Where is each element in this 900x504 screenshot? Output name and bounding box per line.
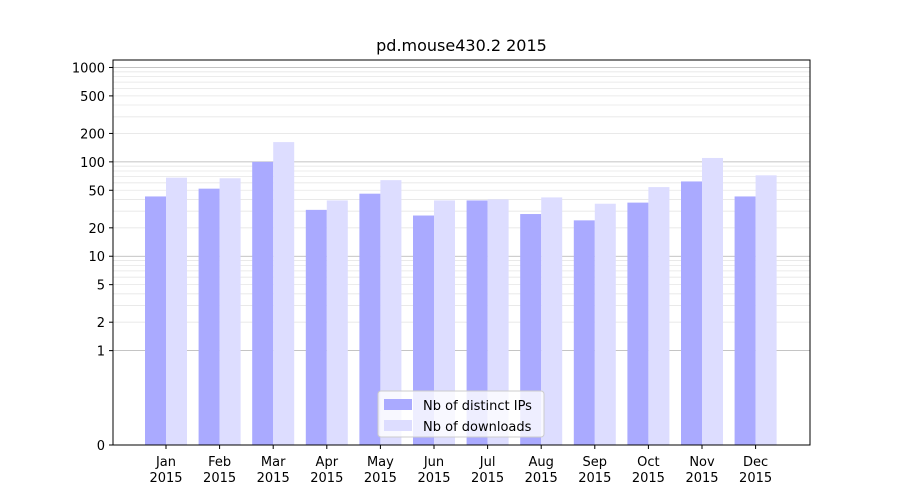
x-tick-label: Aug 2015 — [525, 455, 558, 486]
legend-swatch — [384, 399, 412, 410]
bar-distinct-ips — [681, 181, 702, 445]
bar-distinct-ips — [305, 209, 327, 445]
bar-downloads — [273, 142, 295, 445]
bar-distinct-ips — [198, 188, 220, 445]
y-tick-label: 5 — [97, 279, 105, 294]
bar-distinct-ips — [145, 196, 166, 445]
legend-label: Nb of distinct IPs — [423, 399, 532, 414]
bar-downloads — [648, 187, 670, 446]
bar-distinct-ips — [252, 161, 274, 445]
y-tick-label: 2 — [97, 316, 105, 331]
y-tick-label: 0 — [97, 439, 105, 454]
bar-downloads — [219, 178, 241, 445]
y-tick-label: 1000 — [72, 61, 105, 76]
bar-distinct-ips — [573, 220, 595, 445]
x-tick-label: Mar 2015 — [257, 455, 290, 486]
bar-downloads — [380, 180, 402, 445]
x-tick-label: Jan 2015 — [149, 455, 182, 486]
legend-label: Nb of downloads — [423, 420, 532, 435]
x-tick-label: Apr 2015 — [310, 455, 343, 486]
bar-distinct-ips — [627, 202, 649, 445]
y-tick-label: 500 — [80, 90, 105, 105]
x-tick-label: Sep 2015 — [578, 455, 611, 486]
bar-downloads — [166, 177, 187, 446]
bar-distinct-ips — [520, 214, 542, 445]
y-tick-label: 1 — [97, 345, 105, 360]
bar-distinct-ips — [359, 193, 381, 445]
bar-downloads — [487, 199, 509, 445]
bar-downloads — [702, 157, 723, 445]
plot-frame — [112, 59, 811, 446]
x-tick-label: Nov 2015 — [685, 455, 718, 486]
y-tick-label: 10 — [88, 250, 105, 265]
bar-distinct-ips — [466, 200, 488, 445]
bar-downloads — [594, 203, 616, 445]
x-tick-label: Jul 2015 — [471, 455, 504, 486]
x-tick-label: May 2015 — [364, 455, 397, 486]
x-tick-label: Feb 2015 — [203, 455, 236, 486]
bar-distinct-ips — [413, 215, 434, 445]
y-tick-label: 100 — [80, 156, 105, 171]
bar-downloads — [755, 175, 777, 446]
y-tick-label: 20 — [88, 222, 105, 237]
bar-distinct-ips — [734, 196, 756, 445]
y-tick-label: 200 — [80, 127, 105, 142]
bar-downloads — [434, 200, 455, 445]
legend — [377, 390, 545, 438]
bar-downloads — [541, 197, 563, 445]
x-tick-label: Dec 2015 — [739, 455, 772, 486]
y-tick-label: 50 — [88, 184, 105, 199]
x-tick-label: Oct 2015 — [632, 455, 665, 486]
chart-title: pd.mouse430.2 2015 — [376, 36, 547, 55]
x-tick-label: Jun 2015 — [417, 455, 450, 486]
bar-downloads — [326, 200, 348, 445]
legend-swatch — [384, 420, 412, 431]
